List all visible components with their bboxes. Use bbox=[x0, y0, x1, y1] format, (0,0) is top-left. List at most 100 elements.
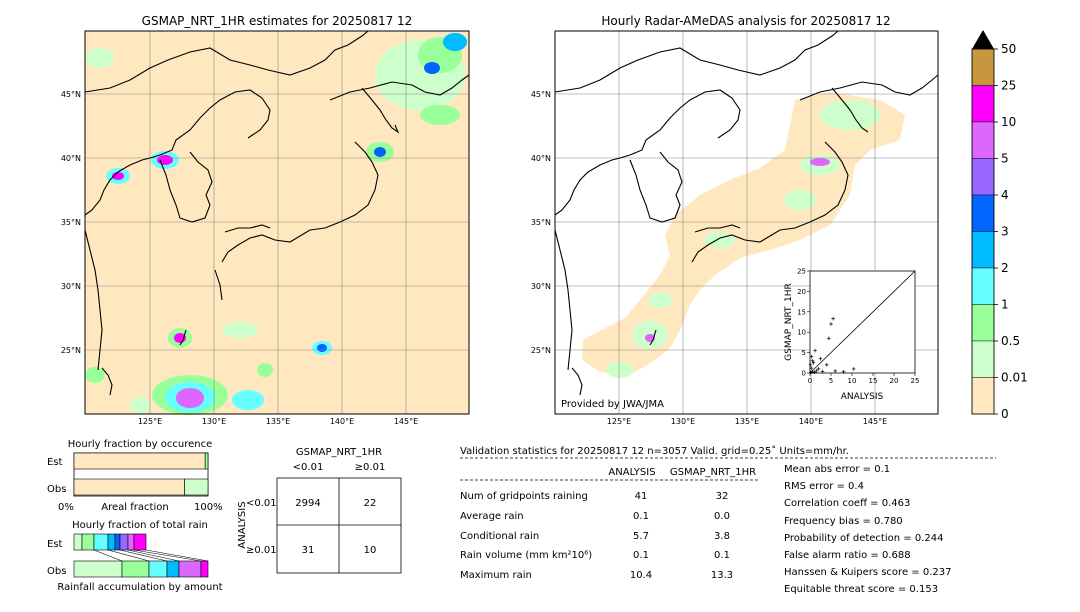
occurrence-est-dry-bar bbox=[73, 452, 206, 470]
stat-row-analysis: 10.4 bbox=[630, 570, 652, 581]
score-mean-abs-error: Mean abs error = 0.1 bbox=[784, 464, 890, 475]
scatter-xlabel: ANALYSIS bbox=[841, 392, 884, 402]
contingency-d: 10 bbox=[364, 545, 377, 556]
right-lat-label-35: 35°N bbox=[531, 218, 551, 227]
scatter-xtick: 25 bbox=[911, 377, 920, 385]
validation-stats: Validation statistics for 20250817 12 n=… bbox=[460, 445, 996, 595]
scatter-inset: 00 5 5 10 10 15 15 20 20 25 25 ANALYSIS GSMAP_NRT_… bbox=[784, 268, 919, 403]
contingency-row-ge: ≥0.01 bbox=[246, 545, 277, 556]
right-map-title: Hourly Radar-AMeDAS analysis for 2025081… bbox=[601, 14, 890, 28]
colorbar-block bbox=[971, 267, 995, 305]
colorbar-label: 5 bbox=[1001, 152, 1009, 166]
score-far: False alarm ratio = 0.688 bbox=[784, 550, 911, 561]
scatter-ytick: 20 bbox=[797, 288, 806, 296]
stat-row-label: Maximum rain bbox=[460, 570, 532, 581]
score-correlation: Correlation coeff = 0.463 bbox=[784, 498, 910, 509]
left-lon-label-135: 135°E bbox=[266, 417, 290, 426]
right-lat-label-25: 25°N bbox=[531, 346, 551, 355]
validation-header: Validation statistics for 20250817 12 n=… bbox=[460, 445, 849, 457]
colorbar-block bbox=[971, 377, 995, 415]
stat-row-label: Num of gridpoints raining bbox=[460, 491, 588, 502]
scatter-xtick: 20 bbox=[890, 377, 899, 385]
stat-row-analysis: 5.7 bbox=[633, 531, 649, 542]
scatter-point bbox=[831, 316, 835, 321]
colorbar-label: 25 bbox=[1001, 79, 1016, 93]
scatter-diagonal bbox=[809, 270, 916, 374]
occurrence-chart: Hourly fraction by occurence Est Obs 0% … bbox=[47, 439, 223, 513]
right-map-coastline bbox=[554, 30, 939, 396]
colorbar-block bbox=[971, 231, 995, 269]
left-lat-label-25: 25°N bbox=[61, 346, 81, 355]
scatter-point bbox=[812, 370, 816, 374]
right-lat-label-40: 40°N bbox=[531, 154, 551, 163]
colorbar-label: 4 bbox=[1001, 188, 1009, 202]
colorbar-label: 2 bbox=[1001, 261, 1009, 275]
right-lon-label-125: 125°E bbox=[607, 417, 631, 426]
right-lon-label-145: 145°E bbox=[863, 417, 887, 426]
scatter-point bbox=[827, 336, 831, 341]
scatter-point bbox=[825, 363, 829, 367]
stat-row-analysis: 0.1 bbox=[633, 511, 649, 522]
scatter-point bbox=[820, 369, 825, 374]
scatter-point bbox=[818, 356, 823, 361]
scatter-ytick: 5 bbox=[802, 349, 806, 357]
colorbar-label: 10 bbox=[1001, 115, 1016, 129]
occurrence-est-label: Est bbox=[47, 457, 63, 468]
contingency-title: GSMAP_NRT_1HR bbox=[296, 447, 382, 458]
total-rain-obs-label: Obs bbox=[47, 566, 66, 577]
scatter-xtick: 15 bbox=[869, 377, 878, 385]
right-lon-label-135: 135°E bbox=[735, 417, 759, 426]
left-lon-label-140: 140°E bbox=[330, 417, 354, 426]
colorbar-label: 50 bbox=[1001, 42, 1016, 56]
occurrence-obs-wet-bar bbox=[184, 478, 209, 496]
right-lon-label-140: 140°E bbox=[799, 417, 823, 426]
right-lat-label-45: 45°N bbox=[531, 90, 551, 99]
colorbar-block bbox=[971, 304, 995, 342]
occurrence-obs-dry-bar bbox=[73, 478, 185, 496]
colorbar-label: 1 bbox=[1001, 298, 1009, 312]
scatter-ytick: 10 bbox=[797, 329, 806, 337]
score-hk: Hanssen & Kuipers score = 0.237 bbox=[784, 567, 951, 578]
total-rain-est-label: Est bbox=[47, 539, 63, 550]
scatter-point bbox=[833, 369, 837, 373]
stat-row-gsmap: 0.0 bbox=[714, 511, 730, 522]
total-rain-chart: Hourly fraction of total rain Est bbox=[47, 520, 223, 593]
left-map-rain bbox=[85, 33, 467, 415]
stat-row-analysis: 41 bbox=[635, 491, 648, 502]
score-rms-error: RMS error = 0.4 bbox=[784, 481, 864, 492]
stat-row-gsmap: 13.3 bbox=[711, 570, 733, 581]
stat-row-analysis: 0.1 bbox=[633, 550, 649, 561]
total-rain-title: Hourly fraction of total rain bbox=[72, 520, 208, 531]
stat-row-gsmap: 0.1 bbox=[714, 550, 730, 561]
colorbar: 50 25 10 5 4 3 2 1 0.5 0.01 0 bbox=[971, 30, 1028, 421]
scatter-point bbox=[810, 369, 814, 374]
colorbar-block bbox=[971, 194, 995, 232]
occurrence-x100-label: 100% bbox=[194, 502, 223, 513]
occurrence-xlabel: Areal fraction bbox=[101, 502, 168, 513]
contingency-table: GSMAP_NRT_1HR <0.01 ≥0.01 2994 22 31 10 … bbox=[237, 447, 402, 574]
scatter-ytick: 25 bbox=[797, 268, 806, 276]
left-lon-label-130: 130°E bbox=[202, 417, 226, 426]
colorbar-block bbox=[971, 121, 995, 159]
scatter-point bbox=[816, 367, 821, 371]
contingency-row-lt: <0.01 bbox=[246, 498, 277, 509]
scatter-ytick: 15 bbox=[797, 308, 806, 316]
colorbar-block bbox=[971, 158, 995, 196]
colorbar-block bbox=[971, 48, 995, 86]
scatter-point bbox=[810, 358, 815, 363]
occurrence-obs-label: Obs bbox=[47, 484, 66, 495]
left-lat-label-40: 40°N bbox=[61, 154, 81, 163]
score-ets: Equitable threat score = 0.153 bbox=[784, 584, 938, 595]
contingency-col-lt: <0.01 bbox=[293, 462, 324, 473]
contingency-col-ge: ≥0.01 bbox=[355, 462, 386, 473]
scatter-point bbox=[829, 322, 833, 326]
left-lat-label-30: 30°N bbox=[61, 282, 81, 291]
scatter-xtick: 10 bbox=[848, 377, 857, 385]
validation-col-analysis: ANALYSIS bbox=[608, 467, 655, 478]
score-frequency-bias: Frequency bias = 0.780 bbox=[784, 516, 903, 527]
scatter-point bbox=[813, 348, 817, 353]
contingency-b: 22 bbox=[364, 498, 377, 509]
scatter-point bbox=[841, 369, 846, 374]
left-map-grid bbox=[85, 31, 469, 414]
